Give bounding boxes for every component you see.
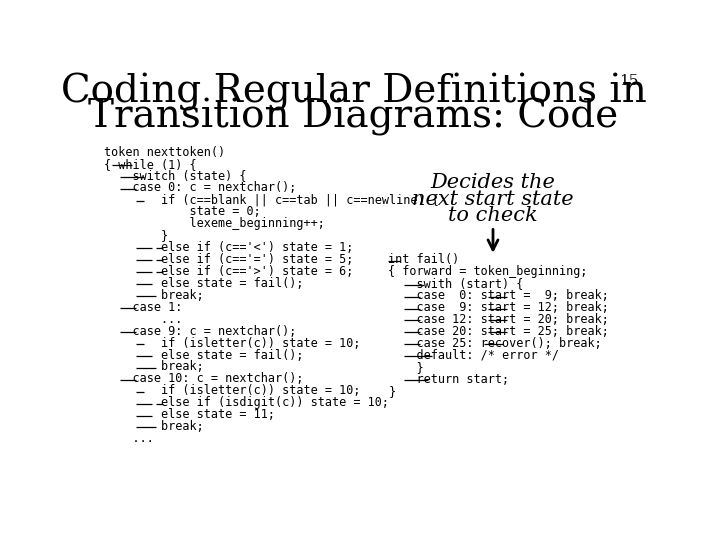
Text: break;: break; (104, 289, 204, 302)
Text: ...: ... (104, 313, 182, 326)
Text: if (isletter(c)) state = 10;: if (isletter(c)) state = 10; (104, 384, 361, 397)
Text: case 20: start = 25; break;: case 20: start = 25; break; (388, 325, 609, 338)
Text: else state = fail();: else state = fail(); (104, 348, 303, 362)
Text: ...: ... (104, 432, 154, 445)
Text: if (isletter(c)) state = 10;: if (isletter(c)) state = 10; (104, 336, 361, 349)
Text: else if (isdigit(c)) state = 10;: else if (isdigit(c)) state = 10; (104, 396, 389, 409)
Text: state = 0;: state = 0; (104, 205, 261, 218)
Text: swith (start) {: swith (start) { (388, 278, 523, 291)
Text: to check: to check (448, 206, 538, 226)
Text: else state = fail();: else state = fail(); (104, 277, 303, 290)
Text: else if (c=='>') state = 6;: else if (c=='>') state = 6; (104, 265, 354, 278)
Text: next start state: next start state (412, 190, 574, 208)
Text: case 12: start = 20; break;: case 12: start = 20; break; (388, 313, 609, 326)
Text: Transition Diagrams: Code: Transition Diagrams: Code (89, 98, 618, 136)
Text: case 0: c = nextchar();: case 0: c = nextchar(); (104, 181, 297, 194)
Text: else if (c=='=') state = 5;: else if (c=='=') state = 5; (104, 253, 354, 266)
Text: case  9: start = 12; break;: case 9: start = 12; break; (388, 301, 609, 314)
Text: }: } (388, 361, 424, 374)
Text: case 10: c = nextchar();: case 10: c = nextchar(); (104, 373, 303, 386)
Text: case  0: start =  9; break;: case 0: start = 9; break; (388, 289, 609, 302)
Text: token nexttoken(): token nexttoken() (104, 146, 225, 159)
Text: return start;: return start; (388, 373, 510, 386)
Text: { forward = token_beginning;: { forward = token_beginning; (388, 265, 588, 279)
Text: lexeme_beginning++;: lexeme_beginning++; (104, 217, 325, 230)
Text: Decides the: Decides the (431, 173, 555, 192)
Text: else if (c=='<') state = 1;: else if (c=='<') state = 1; (104, 241, 354, 254)
Text: case 25: recover(); break;: case 25: recover(); break; (388, 337, 602, 350)
Text: if (c==blank || c==tab || c==newline) {: if (c==blank || c==tab || c==newline) { (104, 193, 438, 206)
Text: int fail(): int fail() (388, 253, 459, 266)
Text: }: } (388, 384, 395, 398)
Text: }: } (104, 229, 168, 242)
Text: break;: break; (104, 361, 204, 374)
Text: else state = 11;: else state = 11; (104, 408, 275, 421)
Text: 15: 15 (619, 74, 639, 88)
Text: case 1:: case 1: (104, 301, 182, 314)
Text: case 9: c = nextchar();: case 9: c = nextchar(); (104, 325, 297, 338)
Text: Coding Regular Definitions in: Coding Regular Definitions in (60, 73, 647, 111)
Text: { while (1) {: { while (1) { (104, 158, 197, 171)
Text: switch (state) {: switch (state) { (104, 170, 246, 183)
Text: break;: break; (104, 420, 204, 433)
Text: default: /* error */: default: /* error */ (388, 349, 559, 362)
